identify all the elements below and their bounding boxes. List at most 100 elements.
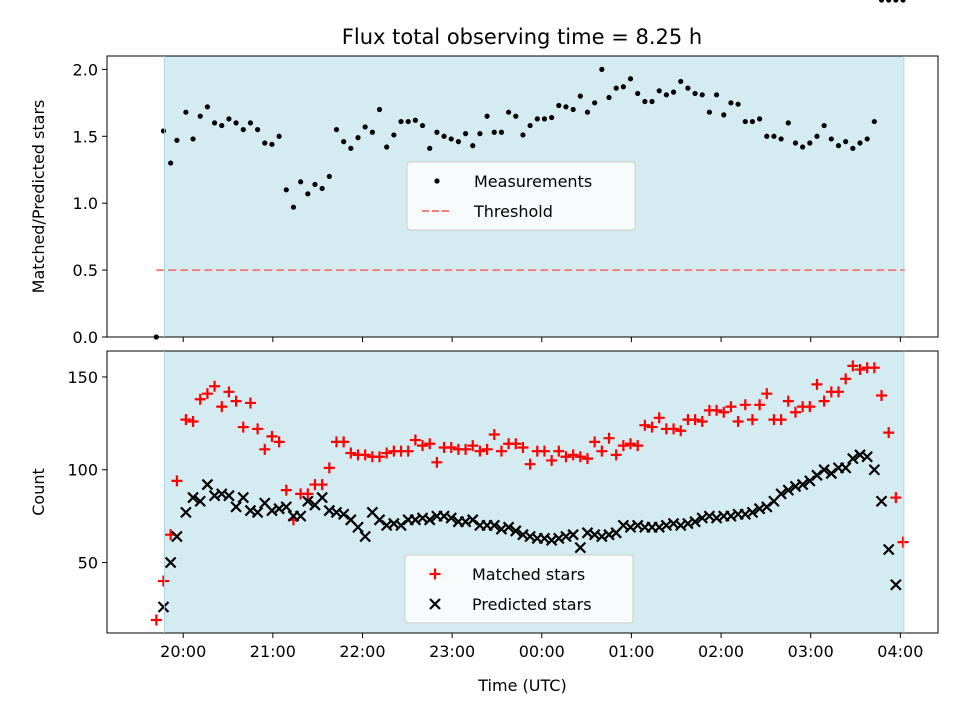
data-point — [423, 514, 436, 526]
data-point — [247, 120, 254, 126]
data-point — [427, 145, 433, 151]
data-point — [675, 425, 687, 437]
data-point — [168, 160, 174, 166]
data-point — [749, 118, 756, 125]
data-point — [201, 388, 213, 400]
data-point — [391, 132, 397, 138]
data-point — [338, 436, 350, 448]
x-tick-label: 21:00 — [250, 642, 296, 661]
data-point — [319, 185, 325, 192]
data-point — [273, 436, 285, 448]
data-point — [513, 113, 519, 119]
data-point — [807, 140, 813, 146]
data-point — [775, 414, 787, 426]
data-point — [445, 512, 458, 524]
data-point — [462, 131, 469, 137]
data-point — [825, 467, 838, 480]
data-point — [821, 122, 827, 129]
data-point — [782, 484, 795, 496]
x-tick-label: 01:00 — [608, 642, 654, 661]
data-point — [828, 136, 834, 142]
data-point — [495, 445, 507, 457]
data-point — [589, 436, 601, 448]
data-point — [470, 143, 476, 149]
data-point — [696, 416, 708, 427]
legend-label: Predicted stars — [472, 595, 592, 614]
data-point — [283, 187, 289, 193]
legend-box — [404, 554, 634, 624]
data-point — [840, 373, 852, 385]
data-point — [620, 84, 626, 90]
data-point — [302, 488, 314, 500]
data-point — [276, 133, 282, 139]
data-point — [337, 508, 350, 521]
data-point — [517, 441, 529, 453]
data-point — [431, 456, 443, 468]
legend-marker — [429, 598, 441, 610]
data-point — [556, 102, 562, 109]
data-point — [581, 453, 593, 465]
data-point — [632, 440, 644, 452]
data-point — [843, 139, 849, 145]
data-point — [219, 122, 225, 129]
data-point — [754, 399, 766, 411]
x-axis-label: Time (UTC) — [477, 676, 566, 695]
data-point — [460, 443, 472, 455]
data-point — [864, 136, 870, 142]
y-tick-label: 1.5 — [73, 127, 98, 146]
legend-label: Matched stars — [472, 565, 585, 584]
data-point — [197, 113, 203, 119]
data-point — [646, 421, 658, 433]
data-point — [656, 88, 662, 94]
data-point — [746, 506, 759, 519]
data-point — [878, 0, 885, 3]
data-point — [574, 451, 586, 463]
data-point — [484, 113, 490, 119]
data-point — [298, 179, 304, 185]
data-point — [897, 536, 909, 548]
data-point — [359, 530, 371, 543]
data-point — [424, 438, 436, 450]
data-point — [689, 414, 701, 426]
data-point — [252, 423, 264, 435]
y-tick-label: 0.0 — [73, 328, 98, 347]
data-point — [876, 390, 888, 402]
data-point — [668, 423, 680, 435]
top-x-tick-marks — [182, 337, 901, 342]
data-point — [190, 136, 196, 142]
data-point — [814, 133, 820, 139]
data-point — [890, 492, 902, 504]
data-point — [434, 129, 440, 135]
data-point — [627, 76, 634, 82]
legend-marker — [434, 178, 440, 184]
x-tick-label: 00:00 — [519, 642, 565, 661]
data-point — [466, 514, 479, 526]
data-point — [875, 495, 888, 508]
data-point — [226, 116, 232, 122]
data-point — [455, 139, 462, 145]
data-point — [506, 109, 512, 115]
data-point — [316, 479, 328, 491]
data-point — [847, 360, 859, 372]
data-point — [157, 601, 170, 613]
data-point — [233, 120, 239, 126]
data-point — [563, 104, 569, 110]
data-point — [502, 521, 515, 534]
data-point — [742, 118, 748, 125]
data-point — [374, 451, 386, 463]
data-point — [150, 614, 162, 626]
data-point — [240, 126, 246, 133]
data-point — [625, 438, 637, 450]
data-point — [412, 117, 418, 123]
data-point — [269, 141, 275, 147]
data-point — [818, 395, 830, 407]
data-point — [373, 514, 386, 526]
data-point — [384, 144, 390, 150]
data-point — [352, 521, 364, 534]
data-point — [467, 440, 479, 452]
data-point — [639, 419, 651, 431]
data-point — [778, 136, 784, 142]
data-point — [567, 528, 579, 541]
data-point — [509, 525, 522, 537]
data-point — [445, 441, 457, 453]
